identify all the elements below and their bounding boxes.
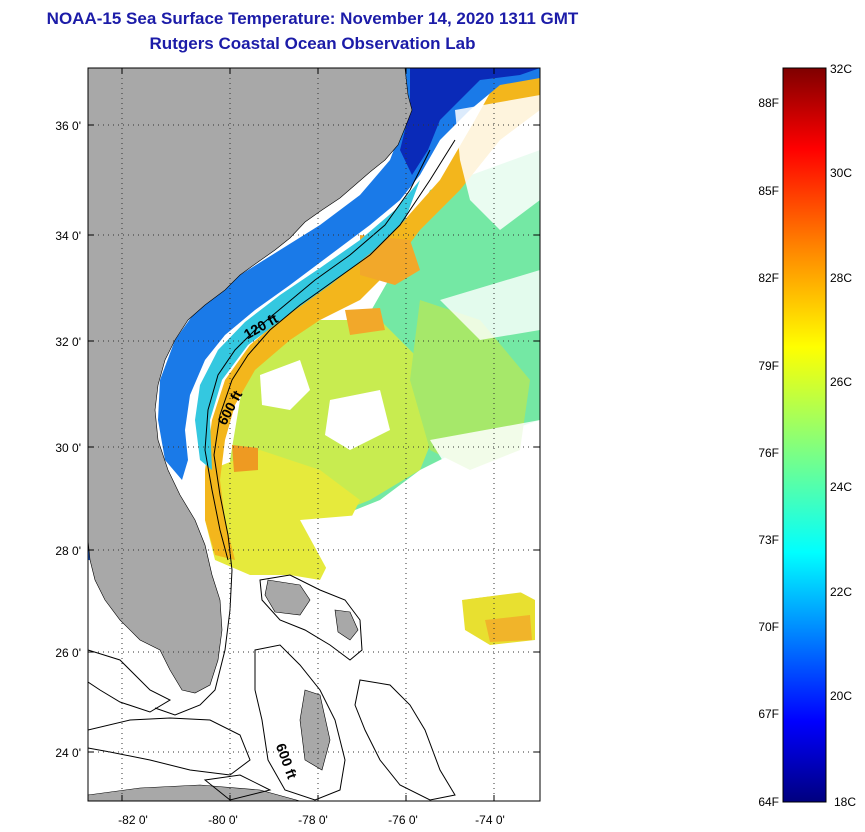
lat-tick-36: 36 0' xyxy=(55,119,81,133)
bahamas-island-1 xyxy=(264,579,311,616)
gulf-contour xyxy=(88,717,251,776)
lon-tick-82: -82 0' xyxy=(118,813,148,827)
contour-600ft-line xyxy=(154,139,456,716)
us-mainland xyxy=(88,68,413,694)
lat-tick-26: 26 0' xyxy=(55,646,81,660)
sst-orange-patch-3 xyxy=(232,445,258,472)
lon-tick-74: -74 0' xyxy=(475,813,505,827)
lat-tick-labels: 36 0' 34 0' 32 0' 30 0' 28 0' 26 0' 24 0… xyxy=(55,119,81,760)
colorbar-bar xyxy=(782,67,827,803)
lat-tick-32: 32 0' xyxy=(55,335,81,349)
cb-label-85f: 85F xyxy=(758,184,779,198)
cb-label-82f: 82F xyxy=(758,271,779,285)
bahamas-island-2 xyxy=(299,689,331,771)
cb-label-24c: 24C xyxy=(830,480,852,494)
cb-label-79f: 79F xyxy=(758,359,779,373)
lon-tick-76: -76 0' xyxy=(388,813,418,827)
map-frame xyxy=(87,67,541,802)
bahamas-island-3 xyxy=(334,609,359,641)
lon-tick-80: -80 0' xyxy=(208,813,238,827)
lon-tick-78: -78 0' xyxy=(298,813,328,827)
lat-tick-24: 24 0' xyxy=(55,746,81,760)
cb-label-26c: 26C xyxy=(830,375,852,389)
sst-orange-east-patch xyxy=(485,615,532,642)
cb-label-18c: 18C xyxy=(834,795,856,809)
cb-label-28c: 28C xyxy=(830,271,852,285)
lat-tick-30: 30 0' xyxy=(55,441,81,455)
lat-tick-28: 28 0' xyxy=(55,544,81,558)
sst-orange-patch-2 xyxy=(345,308,385,335)
lon-tick-labels: -82 0' -80 0' -78 0' -76 0' -74 0' xyxy=(118,813,505,827)
cb-label-88f: 88F xyxy=(758,96,779,110)
frame-ticks xyxy=(88,68,540,801)
lat-tick-34: 34 0' xyxy=(55,229,81,243)
cuba-edge xyxy=(88,784,301,801)
cb-label-67f: 67F xyxy=(758,707,779,721)
cb-label-32c: 32C xyxy=(830,62,852,76)
colorbar: 32C 30C 28C 26C 24C 22C 20C 18C 88F 85F … xyxy=(758,62,856,809)
bahamas-contour-4 xyxy=(203,774,272,801)
cb-label-22c: 22C xyxy=(830,585,852,599)
map-subtitle: Rutgers Coastal Ocean Observation Lab xyxy=(149,34,476,53)
map-title: NOAA-15 Sea Surface Temperature: Novembe… xyxy=(46,9,579,28)
keys-contour xyxy=(88,649,172,713)
sst-nearshore-dark xyxy=(400,68,540,175)
cloud-gaps xyxy=(260,95,540,600)
cb-label-73f: 73F xyxy=(758,533,779,547)
sst-coastal-cyan xyxy=(195,180,420,470)
bahamas-contour-2 xyxy=(254,644,346,801)
map-area xyxy=(88,68,540,801)
cb-label-64f: 64F xyxy=(758,795,779,809)
bathymetry-contours xyxy=(88,139,456,801)
cb-label-76f: 76F xyxy=(758,446,779,460)
land xyxy=(88,68,413,801)
cb-label-30c: 30C xyxy=(830,166,852,180)
bahamas-contour-1 xyxy=(259,574,363,661)
map-grid xyxy=(88,68,540,801)
contour-120ft-line xyxy=(204,149,431,561)
cb-label-20c: 20C xyxy=(830,689,852,703)
cb-label-70f: 70F xyxy=(758,620,779,634)
bahamas-contour-3 xyxy=(354,679,456,801)
